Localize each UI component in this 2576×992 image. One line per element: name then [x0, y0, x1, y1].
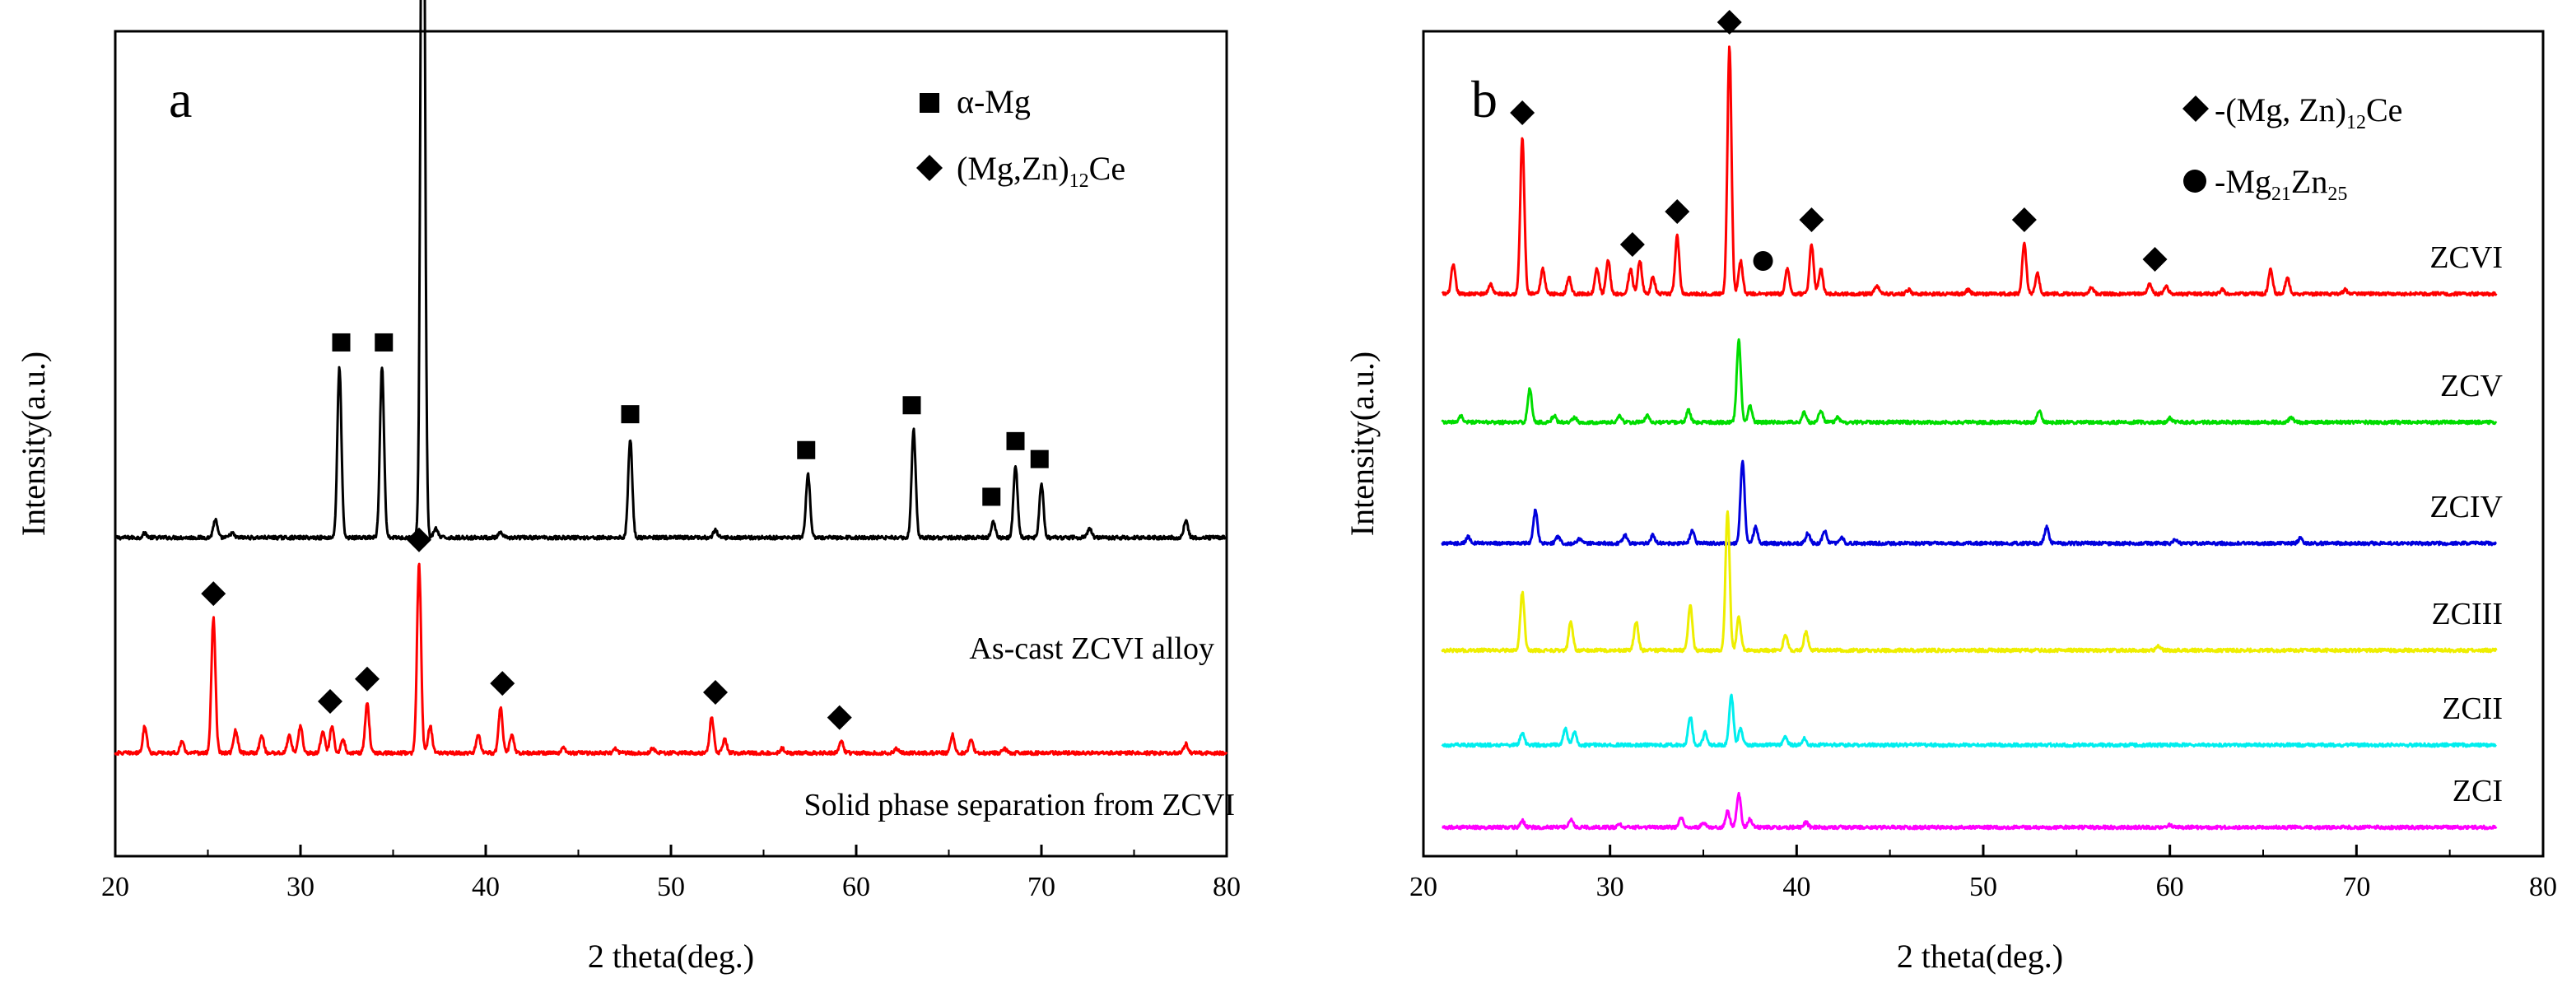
y-axis-label-a: Intensity(a.u.)	[15, 352, 52, 536]
x-tick-label-a-70: 70	[1027, 872, 1055, 902]
x-tick-label-b-80: 80	[2529, 872, 2557, 902]
peak-marker-square	[332, 333, 351, 352]
series-line-b-5	[1441, 791, 2498, 831]
peak-marker-diamond	[2011, 207, 2037, 232]
series-label-ZCVI: ZCVI	[2429, 240, 2503, 275]
legend-b-diamond-marker	[2182, 95, 2209, 122]
legend-b: -(Mg, Zn)12Ce -Mg21Zn25	[2182, 91, 2402, 205]
series-line-b-4	[1441, 693, 2497, 748]
peak-marker-diamond	[201, 581, 226, 607]
peak-marker-diamond	[407, 527, 431, 552]
series-label-ZCII: ZCII	[2442, 692, 2503, 726]
panel-label-a: a	[169, 70, 192, 128]
peak-marker-diamond	[2142, 247, 2168, 272]
legend-b-item-1: -(Mg, Zn)12Ce	[2215, 91, 2402, 133]
peak-marker-square	[797, 440, 816, 459]
x-tick-label-b-60: 60	[2156, 872, 2184, 902]
legend-a-item-2-sub: 12	[1069, 170, 1089, 192]
x-tick-label-a-20: 20	[101, 872, 129, 902]
series-label-ZCIII: ZCIII	[2431, 597, 2503, 631]
peak-marker-diamond	[490, 671, 515, 696]
legend-b-item-2-mid: Zn	[2291, 163, 2327, 200]
x-axis-label-b: 2 theta(deg.)	[1897, 938, 2063, 975]
x-tick-label-b-40: 40	[1782, 872, 1810, 902]
x-tick-label-a-50: 50	[657, 872, 685, 902]
peak-marker-square	[1030, 449, 1049, 468]
panel-a: a 2 theta(deg.) Intensity(a.u.) α-Mg (Mg…	[15, 0, 1241, 975]
series-line-b-0	[1441, 45, 2498, 297]
x-tick-label-b-20: 20	[1409, 872, 1437, 902]
legend-a: α-Mg (Mg,Zn)12Ce	[916, 83, 1125, 192]
peak-marker-square	[375, 333, 394, 352]
peak-marker-square	[1006, 431, 1025, 450]
peak-marker-diamond	[1619, 231, 1645, 257]
series-line-b-3	[1441, 510, 2498, 654]
x-tick-label-b-70: 70	[2342, 872, 2370, 902]
x-tick-label-a-40: 40	[472, 872, 500, 902]
peak-marker-diamond	[1510, 100, 1535, 125]
series-label-ZCIV: ZCIV	[2429, 490, 2503, 524]
legend-a-item-2-main: (Mg,Zn)	[957, 150, 1069, 187]
peak-marker-square	[621, 405, 640, 424]
legend-b-item-1-main: -(Mg, Zn)	[2215, 91, 2346, 128]
series-line-b-2	[1441, 459, 2497, 547]
panel-b: b 2 theta(deg.) Intensity(a.u.) -(Mg, Zn…	[1344, 9, 2557, 975]
peak-marker-diamond	[1665, 199, 1690, 224]
legend-b-item-2: -Mg21Zn25	[2215, 163, 2347, 205]
series-label-ZCI: ZCI	[2453, 774, 2503, 808]
caption-solid-phase: Solid phase separation from ZCVI	[804, 788, 1235, 822]
series-label-ZCV: ZCV	[2440, 369, 2504, 403]
legend-b-circle-marker	[2183, 170, 2206, 193]
peak-marker-diamond	[1799, 207, 1824, 232]
legend-a-square-marker	[920, 93, 939, 113]
legend-b-item-1-sub: 12	[2346, 112, 2366, 133]
peak-marker-diamond	[703, 680, 728, 706]
legend-a-item-2-suffix: Ce	[1089, 150, 1125, 187]
peak-marker-diamond	[355, 666, 380, 692]
peak-marker-diamond	[318, 688, 342, 714]
x-tick-label-a-80: 80	[1213, 872, 1241, 902]
series-line-a-0	[114, 0, 1228, 541]
peak-marker-diamond	[1717, 9, 1742, 35]
series-line-b-1	[1441, 338, 2498, 426]
x-tick-label-a-30: 30	[286, 872, 314, 902]
legend-b-item-2-sub: 21	[2271, 184, 2291, 205]
legend-a-item-2: (Mg,Zn)12Ce	[957, 150, 1125, 192]
legend-b-item-2-sub2: 25	[2327, 184, 2347, 205]
panel-label-b: b	[1471, 70, 1498, 128]
peak-marker-circle	[1753, 251, 1773, 271]
legend-b-item-1-suffix: Ce	[2366, 91, 2402, 128]
plot-frame-b	[1422, 30, 2545, 858]
y-axis-label-b: Intensity(a.u.)	[1344, 352, 1381, 536]
peak-marker-square	[982, 487, 1001, 506]
legend-a-item-1: α-Mg	[957, 83, 1031, 120]
x-tick-label-b-30: 30	[1596, 872, 1624, 902]
x-axis-label-a: 2 theta(deg.)	[588, 938, 754, 975]
series-line-a-1	[114, 562, 1228, 757]
peak-marker-diamond	[827, 705, 852, 730]
legend-a-diamond-marker	[916, 155, 943, 181]
legend-b-item-2-main: -Mg	[2215, 163, 2271, 200]
peak-marker-square	[902, 396, 921, 415]
x-tick-label-a-60: 60	[842, 872, 870, 902]
caption-as-cast: As-cast ZCVI alloy	[969, 631, 1214, 666]
x-tick-label-b-50: 50	[1969, 872, 1997, 902]
